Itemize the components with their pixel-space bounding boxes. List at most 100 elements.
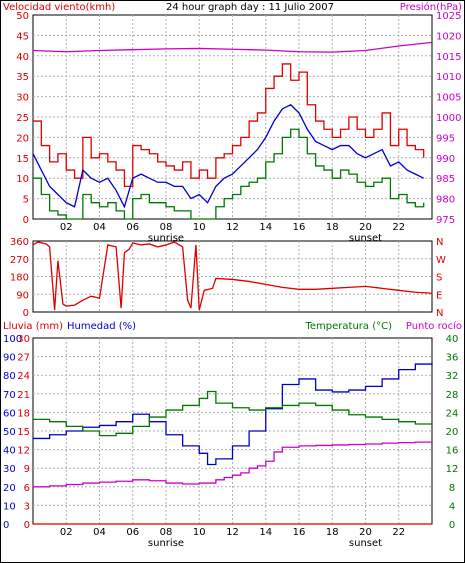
y-tick-label-humidity: 70 <box>3 390 16 401</box>
y-tick-label-temperature: 12 <box>446 464 459 475</box>
y-tick-label-humidity: 0 <box>3 520 9 531</box>
x-tick-label: 08 <box>160 527 173 538</box>
y-tick-label-pressure: 1005 <box>436 93 461 104</box>
y-tick-label-pressure: 1020 <box>436 31 461 42</box>
y-tick-label-humidity: 10 <box>3 501 16 512</box>
y-tick-label-wind: 25 <box>16 113 29 124</box>
y-tick-label-temperature: 40 <box>446 334 459 345</box>
temperature-series <box>33 390 432 437</box>
y-tick-label-humidity: 40 <box>3 446 16 457</box>
y-tick-label-rain: 27 <box>17 353 30 364</box>
y-tick-label-pressure: 985 <box>436 174 455 185</box>
compass-label: N <box>436 237 443 248</box>
y-tick-label-wind: 35 <box>16 72 29 83</box>
pressure-axis-label: Presión(hPa) <box>400 1 462 13</box>
x-tick-label: 02 <box>60 222 73 233</box>
y-tick-label-wind: 10 <box>16 174 29 185</box>
y-tick-label-direction: 0 <box>23 308 29 319</box>
x-tick-label: 04 <box>93 222 106 233</box>
y-tick-label-rain: 15 <box>17 427 30 438</box>
y-tick-label-wind: 50 <box>16 11 29 22</box>
y-tick-label-rain: 18 <box>17 408 30 419</box>
y-tick-label-rain: 6 <box>24 483 30 494</box>
sunrise-label: sunrise <box>148 233 184 244</box>
temperature-axis-label: Temperatura (°C) <box>304 321 392 332</box>
compass-label: S <box>436 273 442 284</box>
sunrise-label: sunrise <box>148 538 184 549</box>
sunset-label: sunset <box>349 233 382 244</box>
compass-label: E <box>436 290 442 301</box>
humidity-series <box>33 362 433 466</box>
chart-title: 24 hour graph day : 11 Julio 2007 <box>166 2 334 13</box>
y-tick-label-pressure: 990 <box>436 154 455 165</box>
y-tick-label-humidity: 50 <box>3 427 16 438</box>
y-tick-label-direction: 90 <box>16 290 29 301</box>
y-tick-label-direction: 270 <box>10 255 29 266</box>
x-tick-label: 06 <box>126 222 139 233</box>
y-tick-label-pressure: 1015 <box>436 52 461 63</box>
y-tick-label-pressure: 995 <box>436 133 455 144</box>
compass-label: W <box>436 255 446 266</box>
y-tick-label-humidity: 60 <box>3 408 16 419</box>
sunset-label: sunset <box>349 538 382 549</box>
x-tick-label: 08 <box>160 222 173 233</box>
y-tick-label-humidity: 30 <box>3 464 16 475</box>
y-tick-label-wind: 20 <box>16 133 29 144</box>
wind-min-series <box>33 128 425 220</box>
y-tick-label-pressure: 980 <box>436 195 455 206</box>
y-tick-label-pressure: 1000 <box>436 113 461 124</box>
x-tick-label: 14 <box>259 527 272 538</box>
y-tick-label-rain: 24 <box>17 371 30 382</box>
x-tick-label: 06 <box>126 527 139 538</box>
pressure-series <box>32 41 433 53</box>
x-tick-label: 22 <box>392 527 405 538</box>
y-tick-label-rain: 30 <box>17 334 30 345</box>
compass-label: N <box>436 308 443 319</box>
y-tick-label-rain: 0 <box>24 520 30 531</box>
y-tick-label-temperature: 36 <box>446 353 459 364</box>
y-tick-label-direction: 360 <box>10 237 29 248</box>
y-tick-label-rain: 9 <box>24 464 30 475</box>
y-tick-label-temperature: 28 <box>446 390 459 401</box>
wind-avg-series <box>32 103 424 209</box>
y-tick-label-wind: 40 <box>16 52 29 63</box>
y-tick-label-humidity: 100 <box>3 334 22 345</box>
y-tick-label-wind: 15 <box>16 154 29 165</box>
y-tick-label-direction: 180 <box>10 273 29 284</box>
y-tick-label-pressure: 975 <box>436 215 455 226</box>
x-tick-label: 22 <box>392 222 405 233</box>
x-tick-label: 20 <box>359 527 372 538</box>
x-tick-label: 14 <box>259 222 272 233</box>
y-tick-label-humidity: 90 <box>3 353 16 364</box>
y-tick-label-wind: 0 <box>23 215 29 226</box>
y-tick-label-wind: 5 <box>23 195 29 206</box>
rain-axis-label: Lluvia (mm) <box>3 321 63 332</box>
humidity-axis-label: Humedad (%) <box>67 321 136 332</box>
x-tick-label: 10 <box>193 222 206 233</box>
y-tick-label-rain: 12 <box>17 446 30 457</box>
y-tick-label-temperature: 24 <box>446 408 459 419</box>
x-tick-label: 12 <box>226 527 239 538</box>
wind-axis-label: Velocidad viento(kmh) <box>3 2 115 13</box>
y-tick-label-temperature: 20 <box>446 427 459 438</box>
wind-gust-series <box>33 63 425 188</box>
x-tick-label: 10 <box>193 527 206 538</box>
y-tick-label-temperature: 32 <box>446 371 459 382</box>
x-tick-label: 16 <box>293 222 306 233</box>
y-tick-label-temperature: 8 <box>449 483 455 494</box>
y-tick-label-wind: 30 <box>16 93 29 104</box>
y-tick-label-pressure: 1010 <box>436 72 461 83</box>
y-tick-label-humidity: 80 <box>3 371 16 382</box>
x-tick-label: 20 <box>359 222 372 233</box>
y-tick-label-rain: 3 <box>24 501 30 512</box>
y-tick-label-wind: 45 <box>16 31 29 42</box>
dewpoint-axis-label: Punto rocío <box>406 320 462 332</box>
y-tick-label-humidity: 20 <box>3 483 16 494</box>
x-tick-label: 12 <box>226 222 239 233</box>
x-tick-label: 04 <box>93 527 106 538</box>
y-tick-label-rain: 21 <box>17 390 30 401</box>
